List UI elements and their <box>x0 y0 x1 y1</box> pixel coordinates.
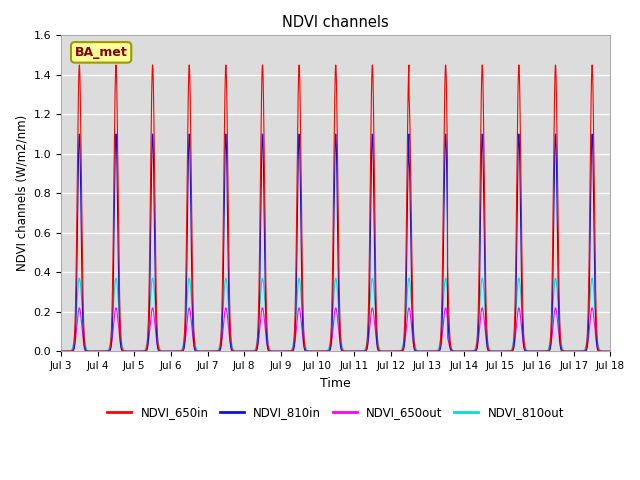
Legend: NDVI_650in, NDVI_810in, NDVI_650out, NDVI_810out: NDVI_650in, NDVI_810in, NDVI_650out, NDV… <box>102 401 569 424</box>
X-axis label: Time: Time <box>321 377 351 390</box>
Text: BA_met: BA_met <box>75 46 127 59</box>
Title: NDVI channels: NDVI channels <box>282 15 389 30</box>
Y-axis label: NDVI channels (W/m2/nm): NDVI channels (W/m2/nm) <box>15 115 28 272</box>
